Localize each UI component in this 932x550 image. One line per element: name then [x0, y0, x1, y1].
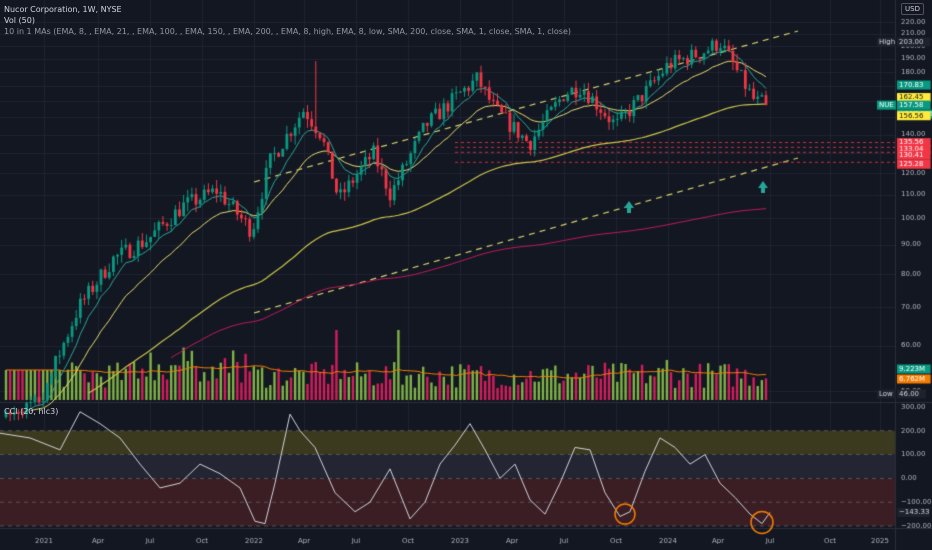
volume-indicator-label[interactable]: Vol (50) — [4, 16, 35, 25]
currency-button[interactable]: USD — [901, 3, 924, 15]
moving-averages-indicator-label[interactable]: 10 in 1 MAs (EMA, 8, , EMA, 21, , EMA, 1… — [4, 27, 572, 36]
chart-title: Nucor Corporation, 1W, NYSE — [4, 5, 122, 14]
cci-indicator-label[interactable]: CCI (20, hlc3) — [4, 407, 59, 416]
